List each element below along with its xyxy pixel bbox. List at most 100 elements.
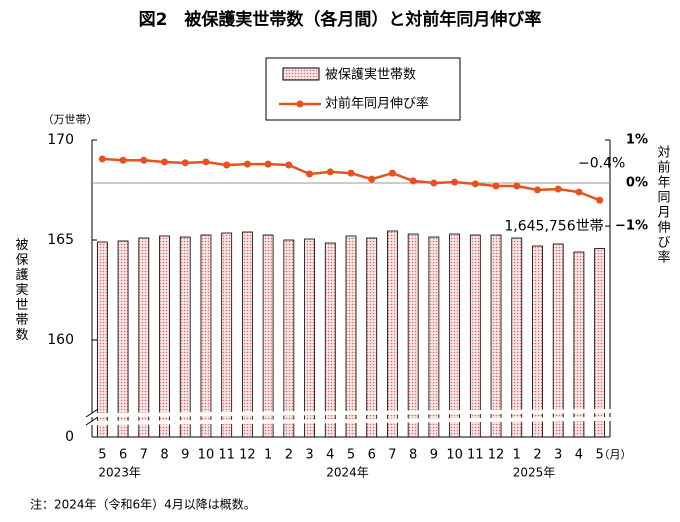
bar — [324, 242, 336, 438]
x-tick-label: 5 — [98, 448, 106, 463]
line-marker — [119, 156, 127, 164]
line-marker — [347, 169, 355, 177]
x-tick-label: 7 — [388, 448, 396, 463]
bar — [387, 230, 398, 438]
bar — [96, 241, 108, 438]
bar — [449, 233, 461, 438]
line-marker — [285, 161, 293, 169]
axis-break — [89, 417, 613, 425]
line-marker — [388, 169, 396, 177]
x-year-label: 2025年 — [513, 466, 556, 480]
line-marker — [98, 155, 106, 163]
y2-axis-title: 対前年同月伸び率 — [655, 145, 671, 265]
bar — [573, 251, 585, 438]
y-tick-label: 0 — [65, 429, 74, 445]
bar-value-label: 1,645,756世帯 — [504, 218, 603, 234]
legend-swatch — [282, 67, 320, 81]
x-tick-label: 7 — [140, 448, 148, 463]
bar — [345, 235, 357, 438]
y-tick-label: 170 — [47, 132, 74, 148]
bar — [138, 237, 150, 438]
bar — [532, 245, 543, 438]
y2-tick-label: 0% — [626, 176, 648, 191]
line-marker — [451, 178, 459, 186]
line-marker — [140, 156, 148, 164]
line-marker — [471, 180, 479, 188]
x-tick-label: 11 — [218, 448, 235, 463]
y-tick-label: 165 — [47, 232, 74, 248]
bar — [262, 234, 274, 438]
x-year-label: 2023年 — [98, 466, 141, 480]
x-tick-label: 11 — [467, 448, 484, 463]
y-tick-label: 160 — [47, 332, 74, 348]
x-tick-label: 9 — [430, 448, 438, 463]
note: 注：2024年（令和6年）4月以降は概数。 — [30, 497, 256, 512]
axis-break-edge — [85, 408, 99, 418]
bar — [428, 236, 440, 438]
bar — [511, 237, 523, 438]
line-marker — [223, 161, 231, 169]
bar — [469, 234, 481, 438]
x-tick-label: 8 — [409, 448, 417, 463]
line-marker — [326, 168, 334, 176]
line-marker — [202, 158, 210, 166]
line-value-label: −0.4% — [578, 155, 625, 171]
x-tick-label: 1 — [513, 448, 521, 463]
y-axis-title: 被保護実世帯数 — [13, 238, 29, 343]
x-tick-label: 2 — [285, 448, 293, 463]
bar — [179, 236, 191, 438]
line-marker — [533, 186, 541, 194]
line-marker — [368, 175, 376, 183]
x-tick-label: 12 — [488, 448, 505, 463]
line-marker — [306, 170, 314, 178]
line-marker — [596, 196, 604, 204]
legend-label: 対前年同月伸び率 — [325, 96, 429, 112]
x-tick-label: 3 — [305, 448, 313, 463]
bar — [552, 243, 564, 438]
line-marker — [264, 160, 272, 168]
x-tick-label: 10 — [198, 448, 215, 463]
line-marker — [243, 160, 251, 168]
line-marker — [409, 177, 417, 185]
x-tick-label: 1 — [264, 448, 272, 463]
y2-tick-label: −1% — [615, 219, 648, 234]
bar — [366, 237, 378, 438]
x-tick-label: 6 — [119, 448, 127, 463]
bar — [490, 234, 502, 438]
x-tick-label: 10 — [446, 448, 463, 463]
bar — [283, 239, 295, 438]
bar — [594, 248, 606, 438]
line-marker — [430, 179, 438, 187]
x-tick-label: 2 — [533, 448, 541, 463]
x-tick-label: 6 — [368, 448, 376, 463]
y2-tick-label: 1% — [626, 133, 648, 148]
x-tick-label: 5 — [347, 448, 355, 463]
line-marker — [554, 185, 562, 193]
chart-title: 図2 被保護実世帯数（各月間）と対前年同月伸び率 — [139, 9, 542, 30]
axis-break-edge — [85, 416, 99, 426]
x-tick-label: 3 — [554, 448, 562, 463]
bar — [200, 234, 212, 438]
line-marker — [181, 159, 189, 167]
legend-swatch — [296, 100, 304, 108]
x-unit: （月） — [599, 448, 632, 461]
x-tick-label: 9 — [181, 448, 189, 463]
legend-label: 被保護実世帯数 — [325, 67, 416, 83]
line-marker — [513, 182, 521, 190]
x-tick-label: 4 — [575, 448, 583, 463]
bar — [117, 240, 129, 438]
line-marker — [492, 182, 500, 190]
bar — [159, 235, 170, 438]
x-tick-label: 12 — [239, 448, 256, 463]
bar — [407, 233, 419, 438]
line-marker — [161, 158, 169, 166]
line-marker — [575, 188, 583, 196]
line — [102, 157, 601, 202]
x-tick-label: 4 — [326, 448, 334, 463]
y-unit: （万世帯） — [43, 113, 98, 126]
x-tick-label: 5 — [595, 448, 603, 463]
bar — [221, 232, 233, 438]
x-tick-label: 8 — [160, 448, 168, 463]
bar — [304, 238, 315, 438]
